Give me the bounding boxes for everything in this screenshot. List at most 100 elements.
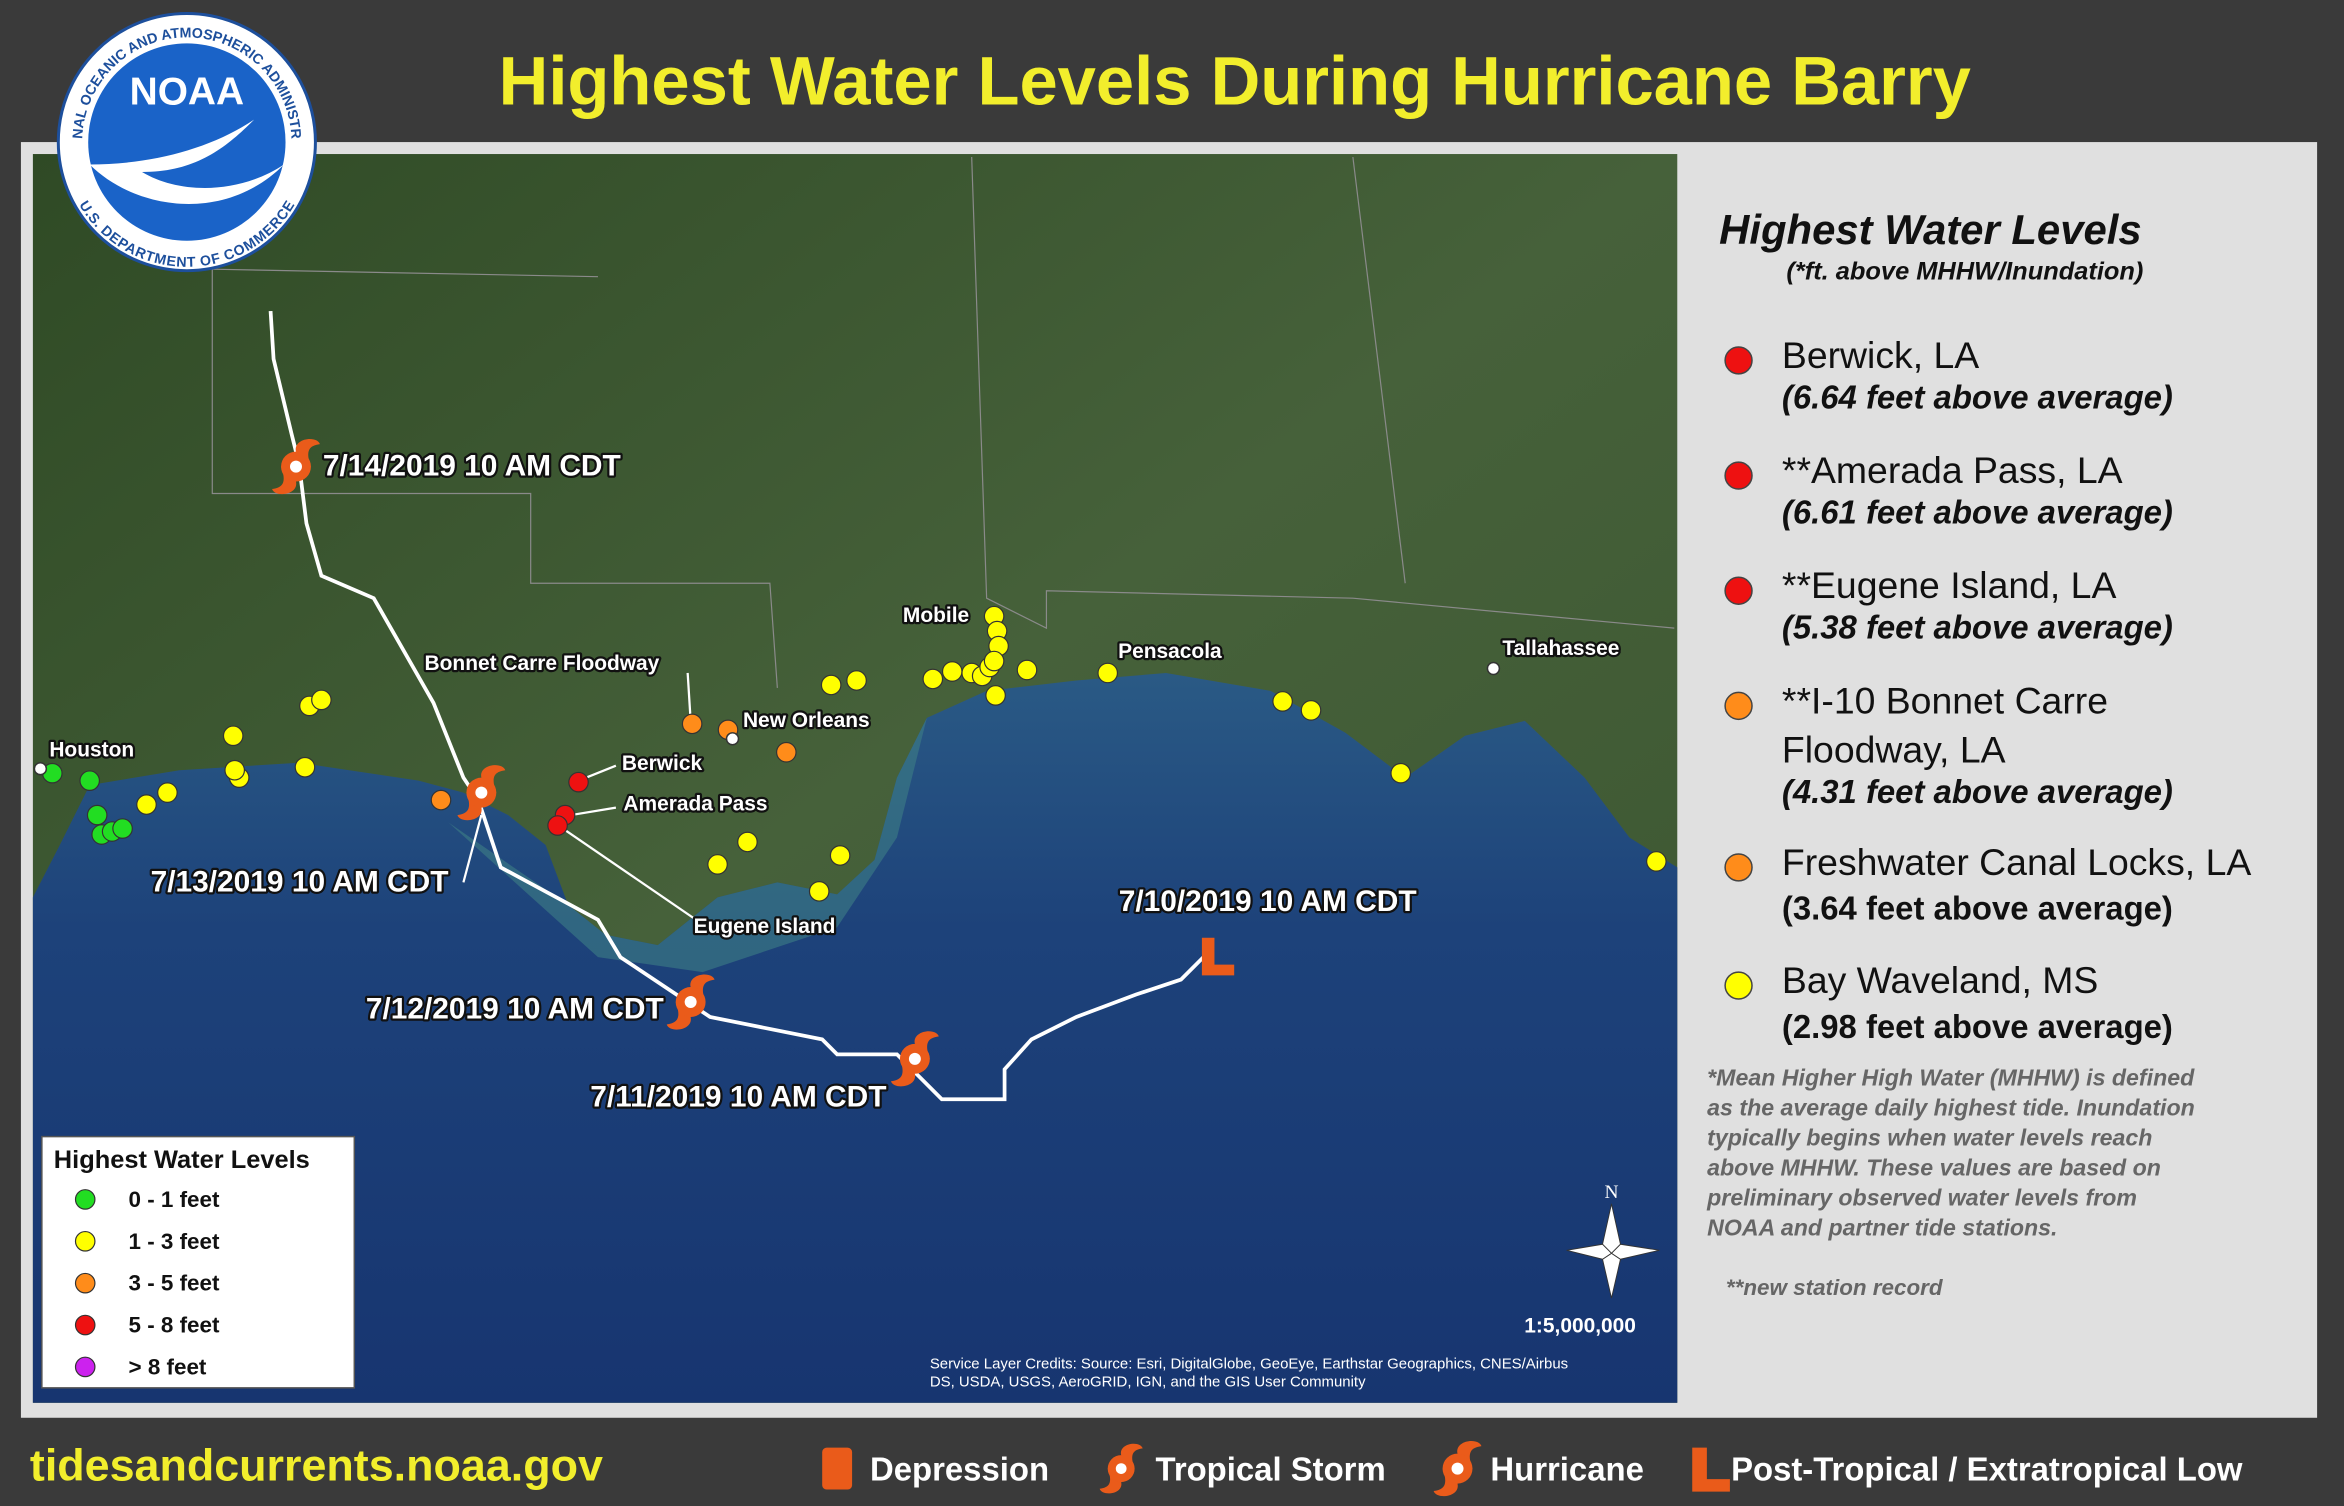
storm-symbol-arm [481,765,506,793]
track-label: 7/10/2019 10 AM CDT [1119,885,1417,918]
station-name: **I-10 Bonnet Carre [1782,679,2108,721]
place-label: Berwick [622,752,703,775]
station-dot [1016,659,1038,681]
storm-symbol-eye [684,996,697,1008]
logo-name: NOAA [130,71,244,114]
station-key-dot [1724,691,1753,721]
footer-legend-label: Post-Tropical / Extratropical Low [1731,1451,2243,1488]
track-label: 7/14/2019 10 AM CDT [323,450,621,483]
storm-symbol [272,439,320,495]
place-label: Eugene Island [694,915,836,938]
station-dot [681,713,703,735]
station-detail: (2.98 feet above average) [1782,1008,2173,1045]
hurricane-icon-arm [1433,1468,1458,1497]
note-line: *Mean Higher High Water (MHHW) is define… [1707,1065,2195,1091]
hurricane-icon [1433,1441,1482,1497]
website: tidesandcurrents.noaa.gov [30,1440,603,1491]
legend-dot [74,1314,96,1336]
storm-symbol-arm [457,792,482,821]
place-label: New Orleans [743,709,870,732]
legend-label: 5 - 8 feet [129,1313,220,1338]
station-dot [983,650,1005,672]
storm-symbol-arm [272,466,297,495]
station-dot [1300,700,1322,721]
station-detail: (6.61 feet above average) [1782,493,2173,530]
north-label: N [1604,1182,1618,1203]
storm-symbol-arm [295,439,320,467]
legend-label: 1 - 3 feet [129,1229,220,1254]
state-borders [211,156,1675,688]
station-dot [222,725,244,747]
title: Highest Water Levels During Hurricane Ba… [499,43,1971,120]
footer-legend-label: Hurricane [1490,1451,1643,1488]
storm-symbol-eye [908,1052,921,1065]
track-label: 7/12/2019 10 AM CDT [366,992,664,1025]
storm-symbol-arm [914,1031,939,1059]
station-dot [707,854,728,875]
leader-lines [462,672,704,926]
station-name: Floodway, LA [1782,729,2006,771]
legend-label: 0 - 1 feet [129,1187,220,1212]
hurricane-icon-eye [1451,1462,1464,1475]
legend-dot [74,1230,96,1252]
station-dot [311,689,332,711]
station-detail: (5.38 feet above average) [1782,609,2173,646]
station-dot [1646,851,1667,872]
city-dot [33,761,48,776]
station-dot [820,674,842,696]
note-line: as the average daily highest tide. Inund… [1707,1095,2195,1121]
legend-dot [74,1189,96,1210]
station-dot [829,845,851,866]
station-dot [1390,762,1412,784]
north-arrow [1566,1203,1660,1299]
station-dot [737,831,758,853]
footer-legend-label: Tropical Storm [1156,1451,1386,1488]
storm-symbol-eye [475,786,488,799]
station-dot [985,685,1006,706]
record-note: **new station record [1726,1275,1944,1300]
station-dot [294,756,316,778]
tropical-storm-icon-eye [1115,1463,1127,1474]
credits: Service Layer Credits: Source: Esri, Dig… [930,1355,1568,1372]
station-key-dot [1724,461,1753,490]
sidebar-title: Highest Water Levels [1719,206,2142,253]
storm-symbol [666,974,715,1030]
legend-dot [74,1272,96,1294]
tropical-storm-icon [1099,1443,1143,1494]
station-dot [86,804,108,826]
storm-symbol [890,1031,939,1087]
storm-symbol-arm [666,1002,691,1030]
place-label: Houston [49,739,134,762]
station-key-dot [1724,853,1753,882]
low-icon [1692,1447,1730,1492]
map-sea [32,672,1678,1403]
legend-label: 3 - 5 feet [129,1271,220,1296]
station-dot [776,741,797,763]
note-line: typically begins when water levels reach [1707,1125,2152,1151]
track-label: 7/13/2019 10 AM CDT [151,865,449,898]
station-dot [1097,662,1119,684]
station-key-dot [1724,346,1753,375]
station-detail: (4.31 feet above average) [1782,773,2173,810]
map-legend-box [41,1135,356,1389]
station-name: Berwick, LA [1782,334,1979,376]
hurricane-icon-arm [1457,1441,1482,1469]
low-symbol [1201,937,1235,976]
station-dot [430,789,452,811]
sidebar-subtitle: (*ft. above MHHW/Inundation) [1786,258,2143,286]
legend-dot [74,1356,96,1378]
note-line: NOAA and partner tide stations. [1707,1214,2057,1240]
storm-symbol-arm [890,1058,916,1087]
scale-label: 1:5,000,000 [1524,1315,1636,1338]
credits: DS, USDA, USGS, AeroGRID, IGN, and the G… [930,1373,1366,1390]
city-dot [1486,661,1501,676]
legend-label: > 8 feet [129,1354,207,1379]
city-dot [725,732,740,746]
storm-symbol [457,765,506,821]
station-name: **Eugene Island, LA [1782,564,2117,606]
station-dot [846,670,867,691]
station-detail: (3.64 feet above average) [1782,890,2173,927]
tropical-storm-icon-arm [1099,1468,1122,1494]
station-name: Freshwater Canal Locks, LA [1782,841,2251,883]
